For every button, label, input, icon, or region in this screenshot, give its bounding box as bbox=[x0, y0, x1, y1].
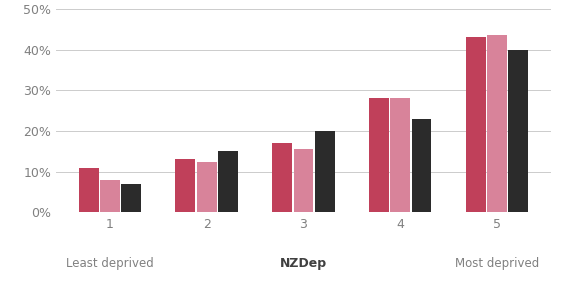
Bar bbox=[369, 99, 389, 212]
Text: Least deprived: Least deprived bbox=[66, 257, 154, 270]
Bar bbox=[411, 119, 432, 212]
Bar bbox=[293, 149, 314, 212]
Bar bbox=[487, 35, 507, 212]
Bar bbox=[79, 168, 98, 212]
Text: Most deprived: Most deprived bbox=[455, 257, 539, 270]
Bar bbox=[100, 180, 120, 212]
Bar bbox=[197, 162, 216, 212]
Bar bbox=[315, 131, 335, 212]
Bar bbox=[218, 151, 238, 212]
Text: NZDep: NZDep bbox=[280, 257, 327, 270]
Bar bbox=[391, 99, 410, 212]
Bar bbox=[509, 50, 528, 212]
Bar bbox=[466, 37, 486, 212]
Bar bbox=[175, 160, 196, 212]
Bar bbox=[121, 184, 141, 212]
Bar bbox=[272, 143, 292, 212]
